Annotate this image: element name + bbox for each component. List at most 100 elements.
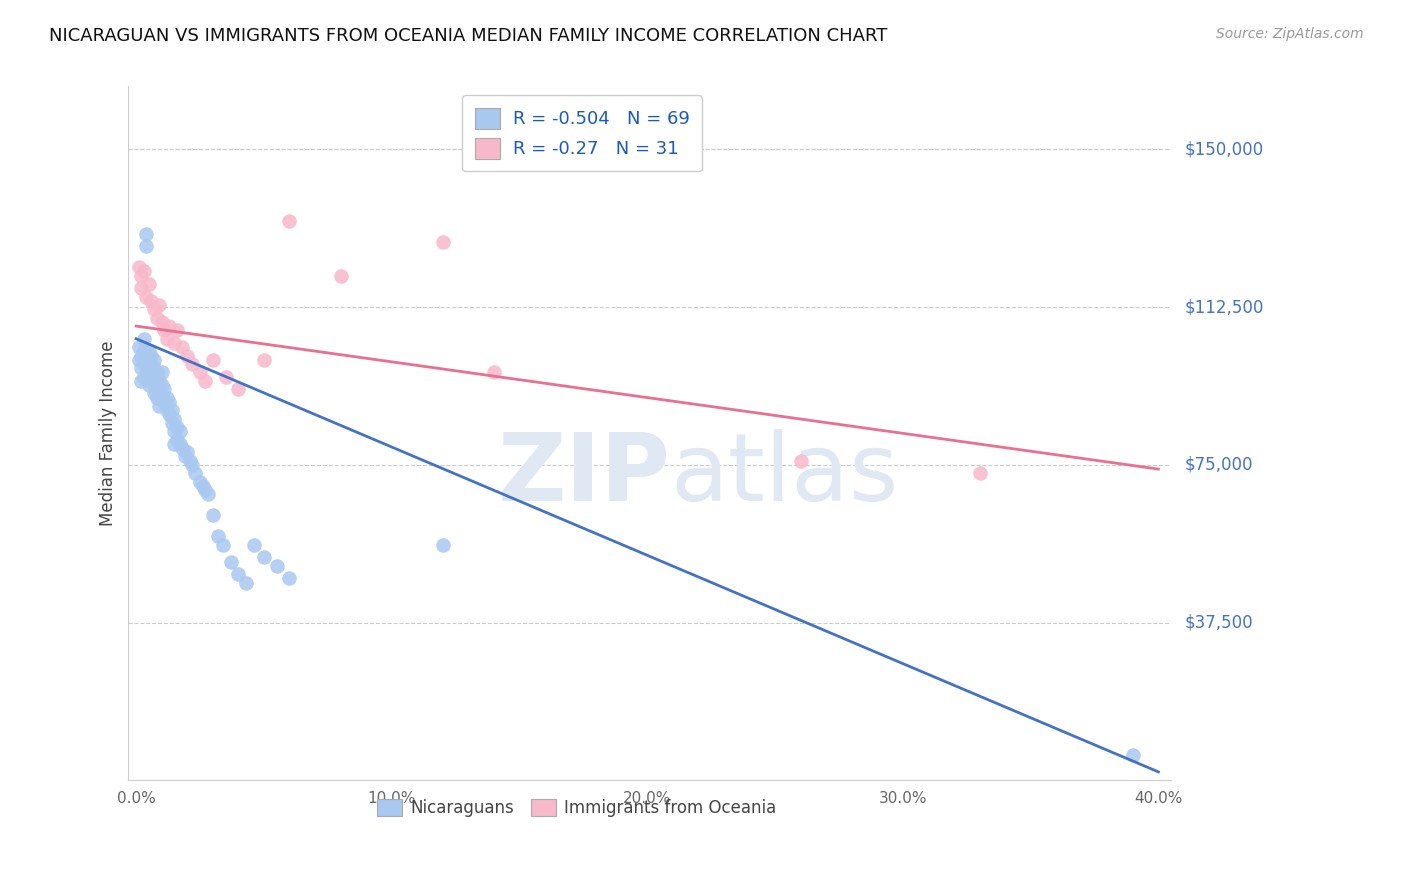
Point [172,340,194,354]
Y-axis label: Median Family Income: Median Family Income [100,341,117,526]
Point [138,365,160,379]
Point [160,403,183,417]
Point [143,374,166,388]
Point [138,357,160,371]
Point [169,437,191,451]
Point [143,361,166,376]
Point [329,268,352,283]
Point [132,344,155,359]
Legend: Nicaraguans, Immigrants from Oceania: Nicaraguans, Immigrants from Oceania [371,792,783,824]
Point [156,332,179,346]
Point [207,529,229,543]
Text: NICARAGUAN VS IMMIGRANTS FROM OCEANIA MEDIAN FAMILY INCOME CORRELATION CHART: NICARAGUAN VS IMMIGRANTS FROM OCEANIA ME… [49,27,887,45]
Point [129,349,152,363]
Text: $112,500: $112,500 [1185,298,1264,316]
Point [132,264,155,278]
Point [163,424,186,438]
Point [179,453,201,467]
Point [188,475,211,489]
Point [150,391,173,405]
Text: $37,500: $37,500 [1185,614,1254,632]
Point [138,378,160,392]
Point [188,365,211,379]
Text: $75,000: $75,000 [1185,456,1254,474]
Point [148,298,170,312]
Point [201,352,224,367]
Point [166,433,188,447]
Point [153,394,176,409]
Point [191,479,214,493]
Point [141,374,163,388]
Point [242,538,264,552]
Point [128,260,150,275]
Point [181,458,204,472]
Point [214,369,236,384]
Point [153,382,176,396]
Point [176,349,198,363]
Point [194,374,217,388]
Point [201,508,224,523]
Point [141,293,163,308]
Point [1122,747,1144,762]
Text: ZIP: ZIP [498,429,671,521]
Point [278,571,301,585]
Point [129,268,152,283]
Point [129,361,152,376]
Point [212,538,235,552]
Point [181,357,204,371]
Point [143,386,166,401]
Text: Source: ZipAtlas.com: Source: ZipAtlas.com [1216,27,1364,41]
Point [150,365,173,379]
Point [253,550,276,565]
Point [145,310,167,325]
Point [166,323,188,337]
Point [148,386,170,401]
Text: $150,000: $150,000 [1185,140,1264,159]
Point [157,394,180,409]
Point [166,420,188,434]
Point [184,467,207,481]
Point [157,408,180,422]
Point [132,332,155,346]
Point [163,437,186,451]
Point [145,378,167,392]
Point [156,403,179,417]
Point [160,416,183,430]
Point [278,214,301,228]
Point [157,319,180,334]
Point [135,361,157,376]
Point [253,352,276,367]
Point [135,290,157,304]
Point [789,453,811,467]
Point [128,352,150,367]
Point [163,411,186,425]
Point [141,349,163,363]
Point [141,361,163,376]
Point [129,374,152,388]
Point [143,302,166,317]
Text: atlas: atlas [671,429,898,521]
Point [138,344,160,359]
Point [219,555,242,569]
Point [153,323,176,337]
Point [129,281,152,295]
Point [969,467,991,481]
Point [150,378,173,392]
Point [228,382,250,396]
Point [138,277,160,291]
Point [143,352,166,367]
Point [145,391,167,405]
Point [194,483,217,497]
Point [197,487,219,501]
Point [148,399,170,413]
Point [173,450,195,464]
Point [172,441,194,455]
Point [432,235,454,249]
Point [163,335,186,350]
Point [432,538,454,552]
Point [132,369,155,384]
Point [132,357,155,371]
Point [169,424,191,438]
Point [235,575,257,590]
Point [228,567,250,582]
